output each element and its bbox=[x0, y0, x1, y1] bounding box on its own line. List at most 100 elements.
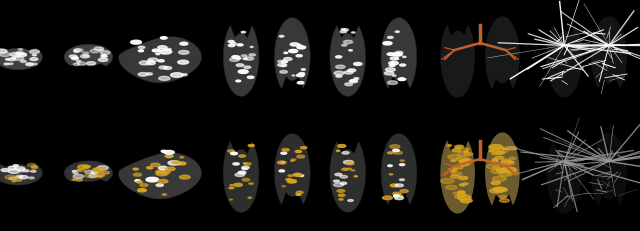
Circle shape bbox=[344, 161, 353, 164]
Circle shape bbox=[388, 37, 393, 39]
Circle shape bbox=[24, 170, 29, 172]
Circle shape bbox=[497, 168, 503, 170]
Circle shape bbox=[351, 170, 355, 171]
Circle shape bbox=[13, 165, 19, 167]
Circle shape bbox=[83, 166, 90, 168]
Circle shape bbox=[286, 179, 292, 181]
Circle shape bbox=[506, 161, 513, 163]
Circle shape bbox=[158, 167, 168, 170]
Circle shape bbox=[295, 151, 301, 153]
Circle shape bbox=[349, 80, 358, 83]
Circle shape bbox=[336, 76, 342, 78]
Circle shape bbox=[95, 169, 104, 172]
Circle shape bbox=[236, 58, 241, 60]
Circle shape bbox=[453, 192, 458, 194]
Polygon shape bbox=[223, 142, 259, 213]
Circle shape bbox=[243, 163, 246, 164]
Circle shape bbox=[448, 155, 461, 160]
Circle shape bbox=[230, 199, 232, 200]
Circle shape bbox=[14, 58, 24, 61]
Circle shape bbox=[140, 61, 150, 66]
Circle shape bbox=[396, 52, 403, 55]
Circle shape bbox=[152, 50, 160, 53]
Circle shape bbox=[291, 159, 296, 161]
Circle shape bbox=[451, 160, 456, 162]
Circle shape bbox=[388, 152, 393, 154]
Polygon shape bbox=[330, 142, 365, 213]
Circle shape bbox=[230, 185, 233, 186]
Circle shape bbox=[138, 189, 147, 192]
Circle shape bbox=[509, 157, 516, 160]
Circle shape bbox=[151, 164, 160, 167]
Polygon shape bbox=[64, 45, 113, 67]
Circle shape bbox=[400, 190, 408, 193]
Circle shape bbox=[31, 167, 37, 169]
Circle shape bbox=[301, 70, 305, 71]
Circle shape bbox=[294, 173, 301, 176]
Circle shape bbox=[493, 166, 500, 169]
Circle shape bbox=[16, 52, 24, 55]
Circle shape bbox=[31, 166, 38, 168]
Circle shape bbox=[158, 61, 164, 63]
Circle shape bbox=[99, 59, 108, 62]
Circle shape bbox=[335, 66, 345, 69]
Circle shape bbox=[237, 45, 243, 47]
Circle shape bbox=[278, 64, 287, 67]
Circle shape bbox=[100, 52, 110, 55]
Circle shape bbox=[464, 153, 473, 156]
Circle shape bbox=[342, 45, 347, 47]
Circle shape bbox=[492, 160, 498, 162]
Circle shape bbox=[32, 55, 36, 57]
Circle shape bbox=[463, 151, 468, 153]
Circle shape bbox=[90, 171, 99, 174]
Circle shape bbox=[399, 179, 404, 181]
Circle shape bbox=[156, 170, 165, 174]
Circle shape bbox=[31, 170, 36, 173]
Circle shape bbox=[1, 169, 10, 172]
Circle shape bbox=[77, 165, 89, 169]
Circle shape bbox=[281, 152, 287, 155]
Circle shape bbox=[296, 75, 304, 77]
Circle shape bbox=[178, 61, 189, 65]
Circle shape bbox=[11, 58, 15, 60]
Circle shape bbox=[230, 153, 237, 155]
Circle shape bbox=[19, 176, 28, 179]
Circle shape bbox=[458, 191, 465, 194]
Circle shape bbox=[400, 65, 406, 67]
Circle shape bbox=[17, 54, 26, 57]
Circle shape bbox=[244, 163, 251, 165]
Circle shape bbox=[94, 48, 103, 51]
Circle shape bbox=[345, 84, 353, 86]
Circle shape bbox=[168, 161, 180, 165]
Circle shape bbox=[84, 170, 93, 174]
Circle shape bbox=[340, 182, 347, 185]
Circle shape bbox=[250, 47, 253, 48]
Circle shape bbox=[166, 49, 171, 51]
Circle shape bbox=[454, 195, 464, 199]
Polygon shape bbox=[485, 17, 520, 90]
Circle shape bbox=[489, 150, 495, 152]
Circle shape bbox=[238, 70, 248, 74]
Circle shape bbox=[458, 176, 468, 180]
Circle shape bbox=[449, 168, 457, 171]
Circle shape bbox=[389, 174, 393, 175]
Circle shape bbox=[333, 183, 344, 187]
Circle shape bbox=[341, 30, 346, 31]
Polygon shape bbox=[440, 25, 475, 98]
Circle shape bbox=[463, 149, 469, 151]
Circle shape bbox=[394, 197, 403, 200]
Polygon shape bbox=[381, 18, 417, 89]
Circle shape bbox=[299, 175, 303, 177]
Circle shape bbox=[0, 50, 7, 54]
Circle shape bbox=[454, 166, 463, 169]
Circle shape bbox=[26, 64, 33, 66]
Circle shape bbox=[90, 50, 100, 54]
Circle shape bbox=[508, 147, 517, 150]
Circle shape bbox=[388, 82, 397, 85]
Circle shape bbox=[500, 196, 507, 198]
Circle shape bbox=[161, 37, 167, 40]
Circle shape bbox=[344, 72, 353, 75]
Circle shape bbox=[76, 179, 83, 181]
Circle shape bbox=[333, 180, 339, 182]
Circle shape bbox=[347, 168, 351, 170]
